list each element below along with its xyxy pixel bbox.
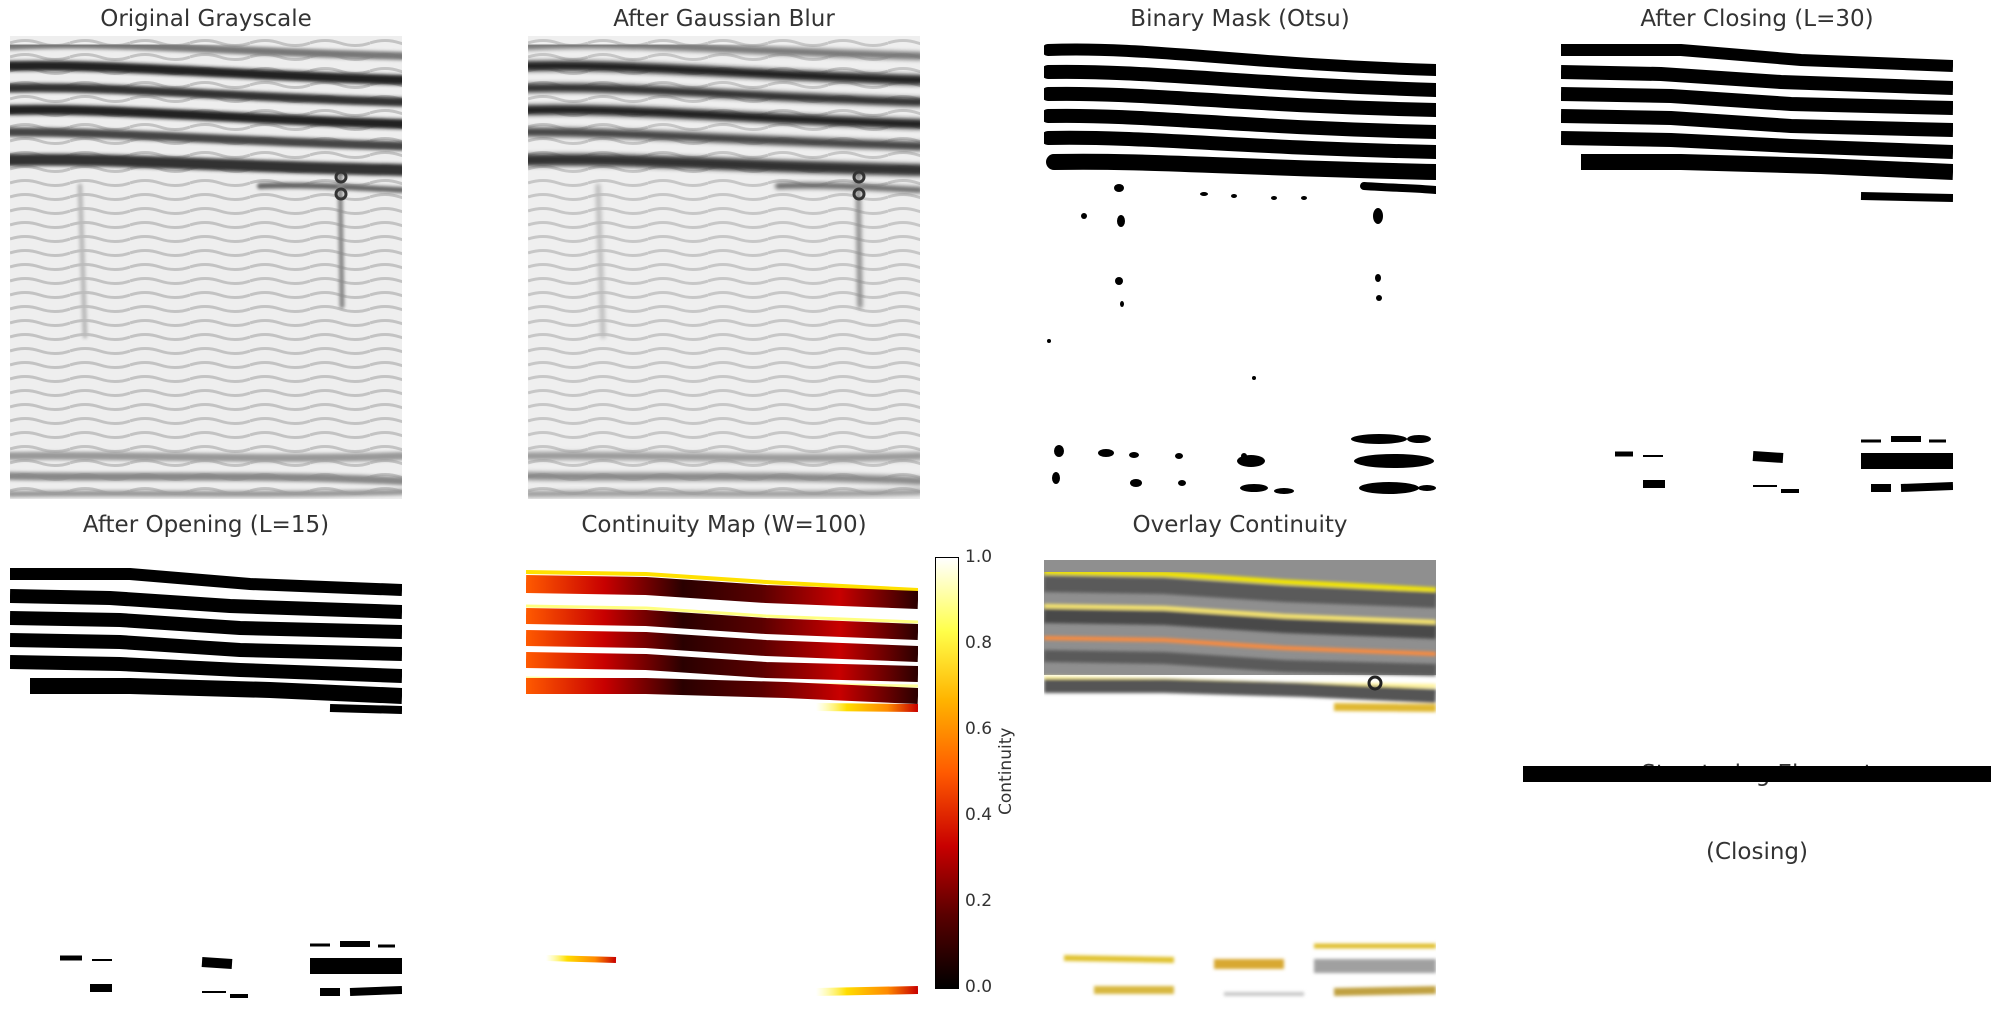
title-binary-mask: Binary Mask (Otsu) xyxy=(1130,6,1350,32)
colorbar-tick: 0.2 xyxy=(965,891,993,911)
continuity-colorbar xyxy=(935,557,959,989)
overlay-continuity-image xyxy=(1044,560,1436,1003)
title-continuity-map: Continuity Map (W=100) xyxy=(581,512,867,538)
colorbar-tick: 1.0 xyxy=(965,547,993,567)
original-grayscale-image xyxy=(10,36,402,499)
colorbar-label: Continuity xyxy=(996,727,1016,815)
gaussian-blur-image xyxy=(528,36,920,499)
after-closing-image xyxy=(1561,36,1953,499)
title-gaussian-blur: After Gaussian Blur xyxy=(613,6,835,32)
title-after-opening: After Opening (L=15) xyxy=(82,512,330,538)
title-after-closing: After Closing (L=30) xyxy=(1640,6,1874,32)
continuity-map-image xyxy=(526,560,918,1003)
colorbar-tick: 0.6 xyxy=(965,719,993,739)
colorbar-tick: 0.8 xyxy=(965,633,993,653)
colorbar-tick: 0.4 xyxy=(965,805,993,825)
title-original-grayscale: Original Grayscale xyxy=(100,6,312,32)
title-structuring-element-line2: (Closing) xyxy=(1705,839,1809,865)
binary-mask-image xyxy=(1044,36,1436,499)
structuring-element-bar xyxy=(1523,766,1991,782)
title-structuring-element: Structuring Element (Closing) xyxy=(1523,709,1991,891)
title-overlay-continuity: Overlay Continuity xyxy=(1132,512,1348,538)
after-opening-image xyxy=(10,560,402,1003)
colorbar-tick: 0.0 xyxy=(965,977,993,997)
